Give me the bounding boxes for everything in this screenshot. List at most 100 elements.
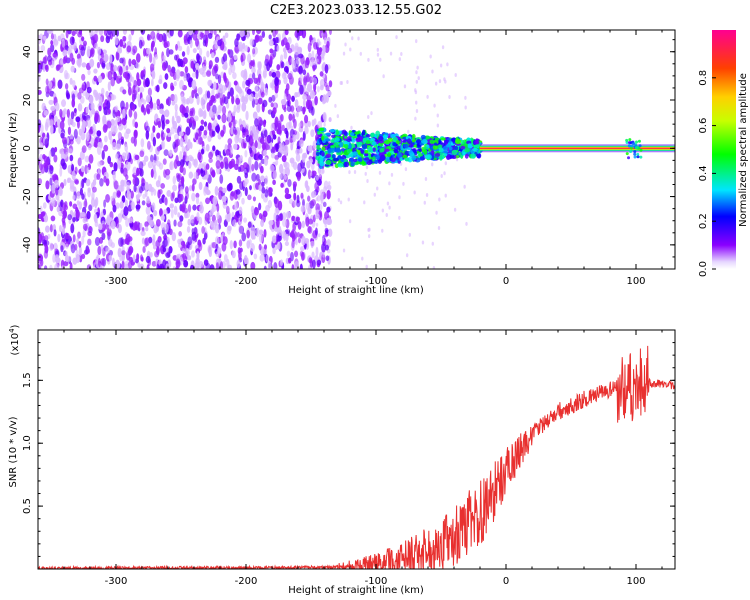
heatmap-cell <box>242 42 246 50</box>
heatmap-cell <box>261 30 266 38</box>
heatmap-cell <box>350 161 355 167</box>
heatmap-cell <box>312 64 316 72</box>
heatmap-cell <box>98 257 101 268</box>
heatmap-cell <box>96 130 102 137</box>
heatmap-cell <box>152 125 156 133</box>
heatmap-cell <box>52 77 56 87</box>
heatmap-cell <box>38 239 42 245</box>
heatmap-cell <box>45 78 49 86</box>
heatmap-cell <box>165 168 171 176</box>
heatmap-cell <box>247 194 252 201</box>
heatmap-cell <box>97 114 101 123</box>
heatmap-cell <box>263 156 269 166</box>
heatmap-cell <box>131 59 137 66</box>
heatmap-cell <box>365 140 371 145</box>
heatmap-cell <box>296 30 300 41</box>
heatmap-cell <box>260 219 265 227</box>
heatmap-cell <box>633 150 637 154</box>
heatmap-cell <box>139 222 143 230</box>
heatmap-cell <box>163 82 168 90</box>
heatmap-cell <box>71 170 76 181</box>
heatmap-cell <box>58 225 62 233</box>
heatmap-cell <box>101 60 106 70</box>
heatmap-cell <box>122 108 126 119</box>
heatmap-cell <box>85 178 91 187</box>
heatmap-cell <box>253 253 258 260</box>
heatmap-cell <box>314 95 318 106</box>
heatmap-cell <box>210 52 215 59</box>
heatmap-cell <box>258 229 264 236</box>
heatmap-cell <box>259 77 263 87</box>
heatmap-cell <box>133 111 138 120</box>
colorbar-tick-label: 0.8 <box>698 70 709 86</box>
heatmap-cell <box>145 182 149 192</box>
heatmap-cell <box>388 181 391 186</box>
heatmap-cell <box>432 144 438 150</box>
heatmap-cell <box>77 157 82 167</box>
heatmap-cell <box>352 151 358 156</box>
x-tick-label: -200 <box>235 276 258 287</box>
heatmap-cell <box>155 240 161 248</box>
heatmap-cell <box>77 103 83 112</box>
heatmap-cell <box>177 30 183 38</box>
heatmap-cell <box>154 250 160 258</box>
heatmap-cell <box>122 30 128 35</box>
heatmap-cell <box>107 108 111 115</box>
heatmap-cell <box>426 154 432 160</box>
heatmap-cell <box>131 76 135 83</box>
heatmap-cell <box>633 155 637 159</box>
heatmap-cell <box>144 237 150 247</box>
heatmap-cell <box>367 227 370 232</box>
heatmap-cell <box>121 195 126 204</box>
heatmap-cell <box>299 139 304 148</box>
heatmap-cell <box>159 208 163 217</box>
heatmap-cell <box>149 219 155 228</box>
heatmap-cell <box>328 80 333 88</box>
heatmap-cell <box>98 95 103 105</box>
heatmap-cell <box>444 161 448 166</box>
heatmap-cell <box>203 186 209 194</box>
heatmap-cell <box>186 45 190 56</box>
heatmap-cell <box>434 137 440 141</box>
y-tick-label: 20 <box>22 94 33 107</box>
heatmap-cell <box>175 69 181 80</box>
heatmap-cell <box>176 115 181 124</box>
heatmap-cell <box>309 90 315 99</box>
heatmap-cell <box>172 120 178 130</box>
heatmap-cell <box>67 126 72 136</box>
heatmap-cell <box>175 43 178 51</box>
heatmap-cell <box>439 63 443 68</box>
heatmap-cell <box>322 112 327 122</box>
heatmap-cell <box>299 73 303 84</box>
heatmap-cell <box>188 30 193 36</box>
heatmap-cell <box>148 53 153 63</box>
heatmap-cell <box>139 263 145 269</box>
heatmap-cell <box>112 170 116 181</box>
heatmap-cell <box>151 70 156 80</box>
heatmap-cell <box>279 212 283 221</box>
heatmap-cell <box>272 107 277 115</box>
heatmap-cell <box>634 146 638 150</box>
heatmap-cell <box>136 78 142 87</box>
heatmap-cell <box>270 122 275 132</box>
heatmap-cell <box>379 154 386 161</box>
heatmap-cell <box>179 215 184 222</box>
heatmap-cell <box>285 211 291 219</box>
heatmap-cell <box>135 205 140 212</box>
heatmap-cell <box>265 204 270 212</box>
spectrogram-frame <box>37 29 676 270</box>
heatmap-cell <box>51 174 56 181</box>
heatmap-cell <box>435 210 438 215</box>
snr-series-line <box>38 345 675 569</box>
heatmap-cell <box>199 125 205 132</box>
heatmap-cell <box>268 220 274 226</box>
heatmap-cell <box>81 120 86 127</box>
heatmap-cell <box>201 71 207 78</box>
heatmap-cell <box>71 98 76 108</box>
heatmap-cell <box>325 255 330 262</box>
heatmap-cell <box>166 190 172 197</box>
heatmap-cell <box>162 246 167 253</box>
heatmap-cell <box>161 140 166 150</box>
heatmap-cell <box>238 206 243 215</box>
heatmap-cell <box>311 119 315 127</box>
